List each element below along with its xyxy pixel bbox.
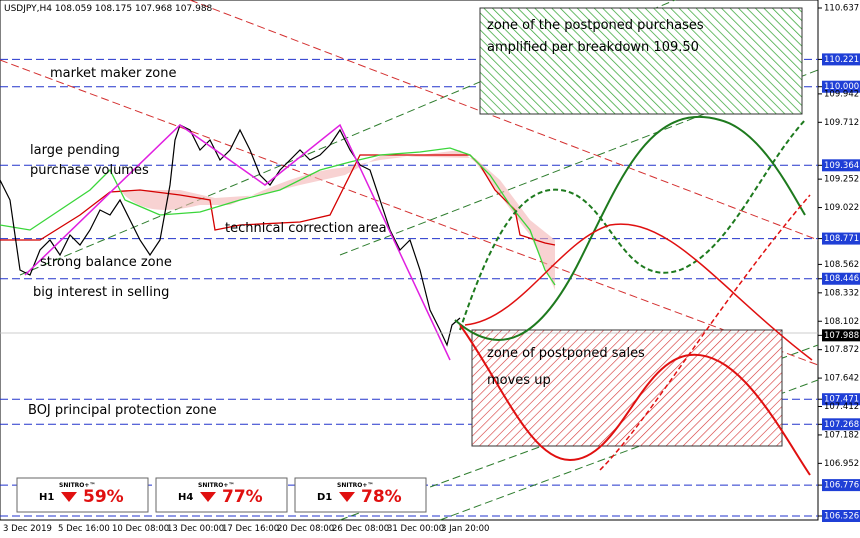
price-tag xyxy=(822,159,860,172)
price-label: 107.471 xyxy=(824,395,859,405)
price-tag xyxy=(822,53,860,66)
price-label: 107.988 xyxy=(824,331,859,341)
widget-brand: SNITRO+™ xyxy=(337,482,373,489)
date-label: 31 Dec 00:00 xyxy=(387,524,444,534)
price-label: 106.526 xyxy=(824,512,859,522)
price-label: 108.446 xyxy=(824,274,859,284)
price-label: 108.332 xyxy=(824,288,859,298)
annotation: zone of postponed sales xyxy=(487,346,645,361)
widget-percent: 78% xyxy=(361,487,402,507)
price-tag xyxy=(822,232,860,245)
price-tag xyxy=(822,80,860,93)
widget-timeframe: H4 xyxy=(178,492,193,503)
signal-widget xyxy=(294,477,427,513)
price-tag xyxy=(822,418,860,431)
price-label: 108.102 xyxy=(824,317,859,327)
annotation: strong balance zone xyxy=(40,255,172,270)
widget-brand: SNITRO+™ xyxy=(198,482,234,489)
price-label: 109.022 xyxy=(824,203,859,213)
price-label: 109.252 xyxy=(824,175,859,185)
price-tag xyxy=(822,329,860,342)
price-label: 107.642 xyxy=(824,374,859,384)
price-tag xyxy=(822,393,860,406)
price-tag xyxy=(822,479,860,492)
price-label: 109.712 xyxy=(824,118,859,128)
price-tag xyxy=(822,510,860,522)
annotation: BOJ principal protection zone xyxy=(28,403,217,418)
down-arrow xyxy=(200,492,216,502)
zigzag xyxy=(24,123,451,361)
date-label: 13 Dec 00:00 xyxy=(167,524,224,534)
annotation: purchase volumes xyxy=(30,163,149,178)
widget-percent: 77% xyxy=(222,487,263,507)
price-path xyxy=(0,124,461,347)
price-tag xyxy=(822,272,860,285)
projection xyxy=(459,324,811,476)
price-label: 108.771 xyxy=(824,234,859,244)
price-label: 107.182 xyxy=(824,430,859,440)
annotation: technical correction area xyxy=(225,221,387,236)
price-label: 107.872 xyxy=(824,345,859,355)
date-axis: 3 Dec 2019 5 Dec 16:00 10 Dec 08:00 13 D… xyxy=(3,524,489,534)
annotation: market maker zone xyxy=(50,66,176,81)
annotation: zone of the postponed purchases xyxy=(487,18,704,33)
signal-widget xyxy=(155,477,288,513)
price-label: 110.221 xyxy=(824,55,859,65)
price-label: 110.637 xyxy=(824,4,859,14)
widget-brand: SNITRO+™ xyxy=(59,482,95,489)
price-label: 109.942 xyxy=(824,89,859,99)
date-label: 17 Dec 16:00 xyxy=(222,524,279,534)
projection xyxy=(454,115,806,341)
price-label: 108.562 xyxy=(824,260,859,270)
date-label: 3 Jan 20:00 xyxy=(441,524,489,534)
price-label: 107.268 xyxy=(824,420,859,430)
widget-percent: 59% xyxy=(83,487,124,507)
date-label: 26 Dec 08:00 xyxy=(332,524,389,534)
date-label: 10 Dec 08:00 xyxy=(112,524,169,534)
annotation: big interest in selling xyxy=(33,285,169,300)
down-arrow xyxy=(61,492,77,502)
annotation: large pending xyxy=(30,143,120,158)
price-label: 106.952 xyxy=(824,459,859,469)
price-label: 107.412 xyxy=(824,402,859,412)
span-line xyxy=(0,147,556,286)
price-label: 109.364 xyxy=(824,161,859,171)
widget-timeframe: D1 xyxy=(317,492,332,503)
signal-widget xyxy=(16,477,149,513)
projection xyxy=(459,119,806,331)
widget-timeframe: H1 xyxy=(39,492,54,503)
annotation: amplified per breakdown 109.50 xyxy=(487,40,699,55)
price-label: 106.776 xyxy=(824,481,859,491)
plot-area: market maker zone large pending purchase… xyxy=(0,0,819,521)
price-label: 110.000 xyxy=(824,82,859,92)
down-arrow xyxy=(339,492,355,502)
date-label: 20 Dec 08:00 xyxy=(277,524,334,534)
annotation: moves up xyxy=(487,373,551,388)
purchase-zone xyxy=(479,7,803,115)
projection xyxy=(599,194,811,471)
date-label: 5 Dec 16:00 xyxy=(58,524,110,534)
symbol-header: USDJPY,H4 108.059 108.175 107.968 107.98… xyxy=(4,4,213,14)
date-label: 3 Dec 2019 xyxy=(3,524,52,534)
projection xyxy=(464,223,813,361)
